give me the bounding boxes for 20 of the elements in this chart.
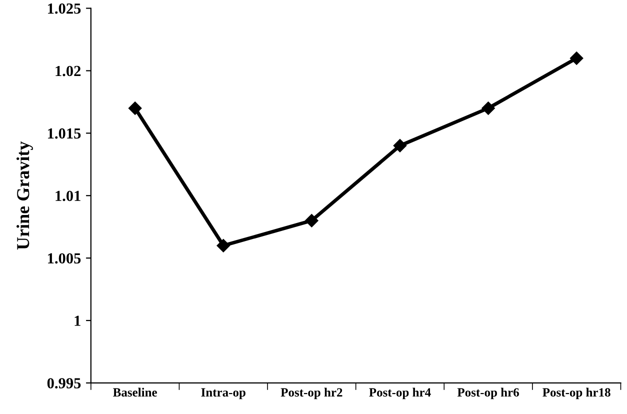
y-tick-label: 1.025 bbox=[48, 3, 81, 14]
x-tick-label: Intra-op bbox=[201, 388, 246, 400]
x-tick-label: Post-op hr2 bbox=[280, 388, 342, 400]
y-tick-label: 1 bbox=[74, 316, 80, 326]
point bbox=[128, 102, 142, 115]
y-tick-label: 0.995 bbox=[47, 378, 81, 388]
x-tick-label: Post-op hr6 bbox=[457, 388, 519, 400]
point bbox=[482, 102, 495, 115]
point bbox=[570, 52, 584, 65]
x-tick-label: Post-op hr4 bbox=[369, 388, 431, 400]
y-axis-title: Urine Gravity bbox=[16, 141, 33, 250]
y-tick-label: 1.005 bbox=[48, 253, 81, 264]
x-tick-label: Post-op hr18 bbox=[542, 388, 610, 400]
point bbox=[393, 139, 407, 152]
y-tick-label: 1.02 bbox=[56, 66, 81, 76]
y-tick-label: 1.01 bbox=[56, 190, 80, 202]
y-tick-label: 1.015 bbox=[48, 128, 81, 139]
point bbox=[216, 238, 230, 252]
x-tick-label: Baseline bbox=[113, 388, 157, 397]
point bbox=[305, 214, 318, 228]
